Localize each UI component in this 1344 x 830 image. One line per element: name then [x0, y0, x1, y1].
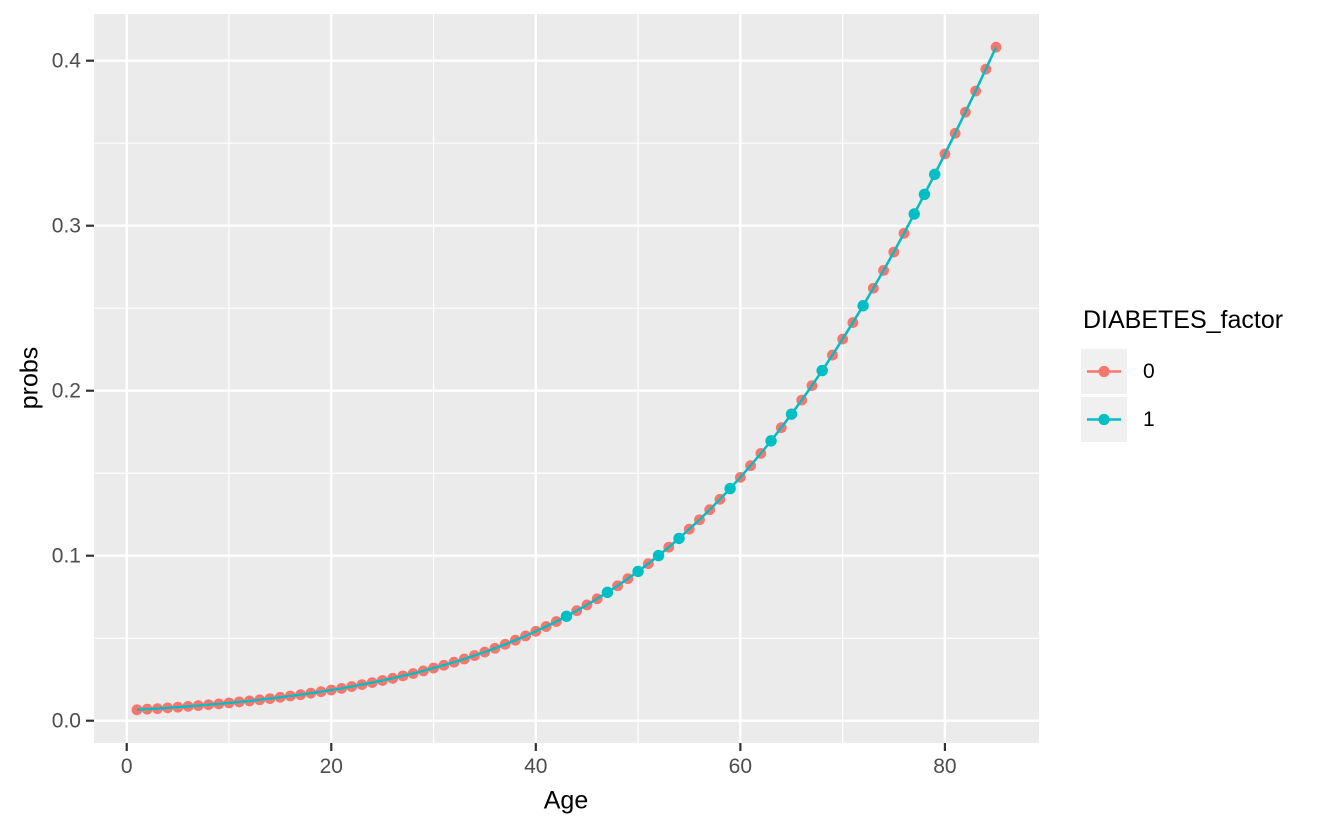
legend-label-1: 1: [1143, 407, 1155, 431]
x-tick-label: 20: [320, 755, 343, 778]
data-point: [918, 188, 931, 201]
line-point-glyph-0: [1087, 365, 1121, 378]
y-axis-title: probs: [15, 346, 44, 410]
legend-title: DIABETES_factor: [1083, 306, 1284, 334]
y-tick-label: 0.0: [52, 710, 81, 733]
data-point: [928, 168, 941, 181]
x-tick-label: 0: [121, 755, 133, 778]
x-tick-label: 40: [524, 755, 547, 778]
x-tick-label: 80: [933, 755, 956, 778]
legend-key-1-icon: [1081, 397, 1127, 442]
legend-entry-1: 1: [1081, 397, 1283, 442]
data-point: [632, 565, 644, 578]
data-point: [560, 610, 573, 622]
data-point: [785, 408, 798, 420]
y-tick-label: 0.2: [52, 380, 81, 403]
tick-labels: 0 20 40 60 80 0.0 0.1 0.2 0.3 0.4: [52, 50, 957, 778]
x-axis-title: Age: [543, 786, 589, 815]
data-point: [816, 364, 828, 377]
data-point: [724, 482, 736, 495]
legend-entries: 0 1: [1081, 349, 1283, 442]
grid-major: [94, 14, 1039, 743]
data-point: [765, 435, 777, 447]
legend-entry-0: 0: [1081, 349, 1283, 394]
data-point: [857, 300, 869, 312]
legend-key-0-icon: [1081, 349, 1127, 394]
y-tick-label: 0.1: [52, 545, 81, 568]
data-point: [601, 586, 614, 599]
line-point-glyph-1: [1087, 413, 1121, 426]
legend: DIABETES_factor 0 1: [1081, 306, 1283, 442]
y-tick-label: 0.4: [52, 50, 82, 73]
data-point: [908, 208, 920, 220]
legend-label-0: 0: [1143, 359, 1155, 383]
series-1-points: [560, 168, 941, 622]
axis-ticks: [86, 59, 947, 751]
x-tick-label: 60: [729, 755, 752, 778]
data-point: [673, 532, 685, 545]
y-tick-label: 0.3: [52, 215, 81, 238]
grid-minor: [94, 14, 1039, 743]
data-point: [652, 549, 665, 562]
panel-background: [94, 14, 1039, 743]
